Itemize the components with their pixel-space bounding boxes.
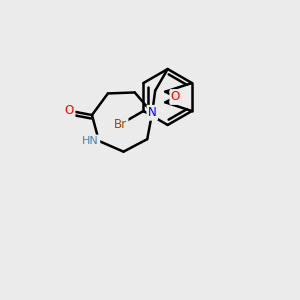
Text: HN: HN xyxy=(82,136,99,146)
Text: N: N xyxy=(148,106,157,119)
Text: O: O xyxy=(171,91,180,103)
Text: O: O xyxy=(65,104,74,117)
Text: Br: Br xyxy=(114,118,127,131)
